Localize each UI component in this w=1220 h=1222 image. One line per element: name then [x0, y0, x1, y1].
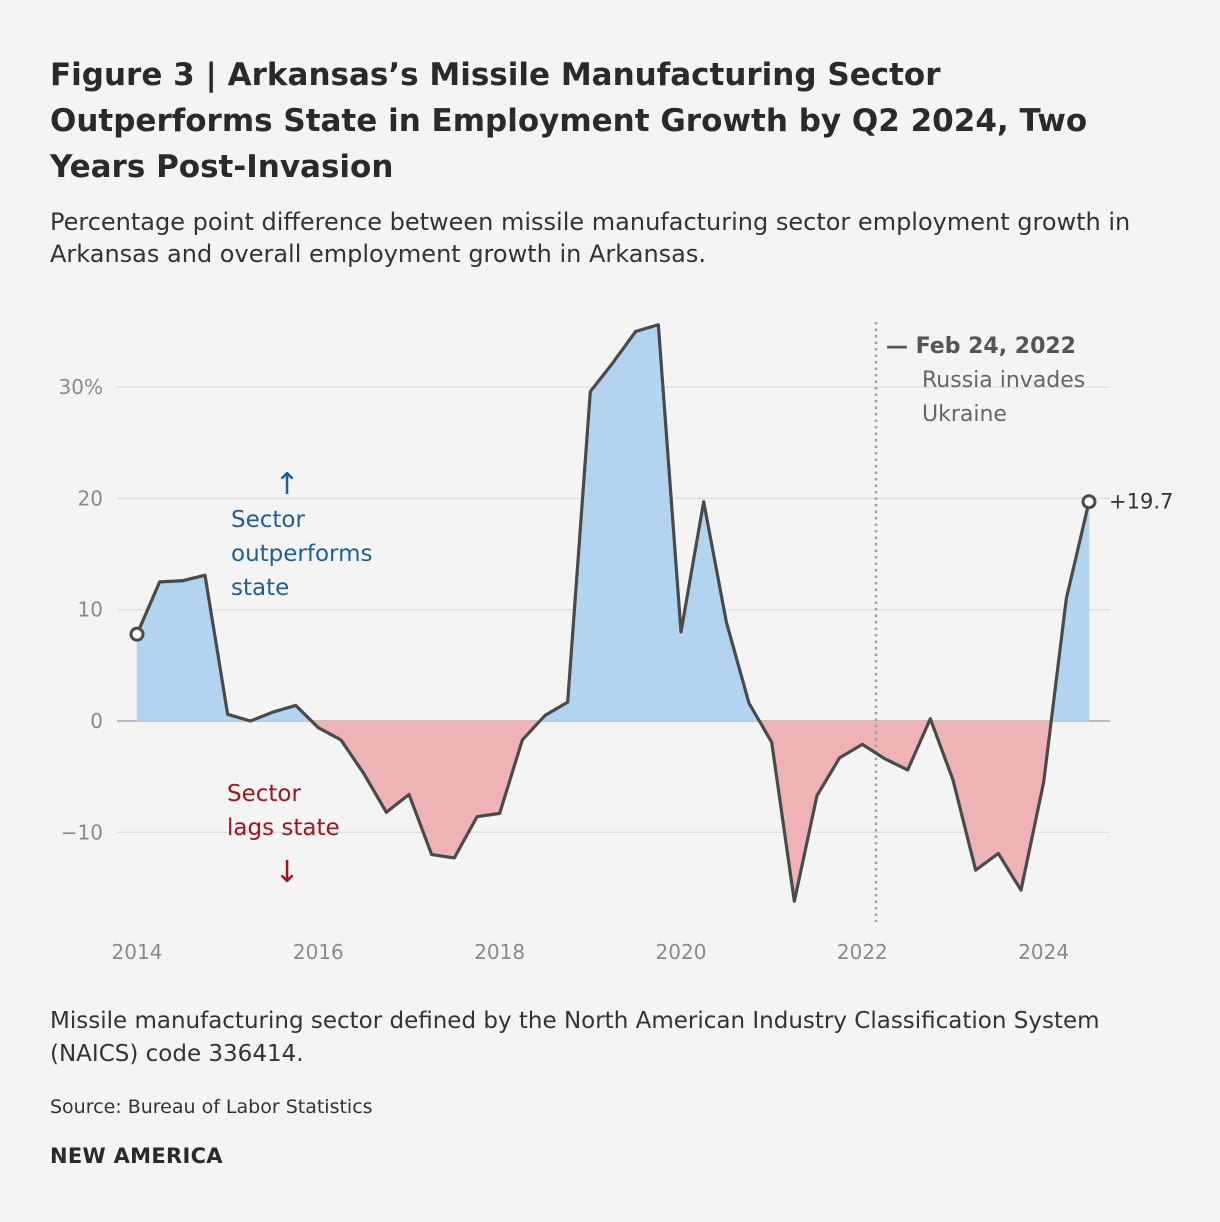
- positive-area: [159, 580, 183, 722]
- positive-area: [590, 361, 614, 722]
- negative-area: [363, 720, 387, 814]
- outperform-label: outperforms: [231, 541, 372, 567]
- x-tick-label: 2018: [474, 940, 525, 964]
- y-tick-label: −10: [61, 820, 103, 844]
- x-tick-label: 2024: [1018, 940, 1069, 964]
- x-tick-label: 2016: [293, 940, 344, 964]
- outperform-label: Sector: [231, 507, 305, 533]
- event-date-label: — Feb 24, 2022: [886, 334, 1076, 359]
- positive-area: [612, 330, 636, 722]
- endpoint-marker: [1081, 494, 1097, 510]
- down-arrow-icon: ↓: [274, 855, 299, 890]
- positive-area: [182, 574, 206, 722]
- event-description: Russia invades: [922, 368, 1085, 393]
- y-tick-label: 10: [78, 598, 103, 622]
- line-layer: [129, 323, 1097, 903]
- negative-area: [998, 720, 1022, 892]
- lag-label: lags state: [227, 815, 340, 841]
- negative-area: [408, 720, 432, 855]
- end-value-label: +19.7: [1109, 490, 1173, 514]
- y-tick-label: 20: [78, 486, 103, 510]
- positive-area: [1066, 501, 1090, 722]
- endpoint-marker: [129, 626, 145, 642]
- x-tick-label: 2020: [656, 940, 707, 964]
- chart-subtitle: Percentage point difference between miss…: [50, 208, 1131, 268]
- source-note: Source: Bureau of Labor Statistics: [50, 1096, 373, 1118]
- negative-area: [816, 720, 840, 797]
- x-tick-label: 2022: [837, 940, 888, 964]
- y-tick-label: 30%: [59, 375, 103, 399]
- label-layer: 30% 20 10 0 −10 2014 2016 2018 2020 2022 2024 +19.7…: [59, 334, 1174, 964]
- area-layer: [136, 324, 1090, 902]
- up-arrow-icon: ↑: [274, 467, 299, 502]
- positive-area: [635, 324, 659, 722]
- series-line: [135, 323, 1091, 903]
- footnote: Missile manufacturing sector defined by …: [50, 1008, 1100, 1067]
- chart-title: Figure 3 | Arkansas’s Missile Manufactur…: [50, 57, 1088, 185]
- positive-area: [136, 581, 160, 722]
- x-tick-label: 2014: [112, 940, 163, 964]
- outperform-label: state: [231, 575, 289, 601]
- chart-area: 30% 20 10 0 −10 2014 2016 2018 2020 2022 2024 +19.7…: [59, 322, 1174, 964]
- y-tick-label: 0: [90, 709, 103, 733]
- negative-area: [476, 720, 500, 818]
- brand-logo: NEW AMERICA: [50, 1144, 223, 1168]
- event-description: Ukraine: [922, 402, 1007, 427]
- negative-area: [431, 720, 455, 859]
- negative-area: [975, 720, 999, 871]
- lag-label: Sector: [227, 781, 301, 807]
